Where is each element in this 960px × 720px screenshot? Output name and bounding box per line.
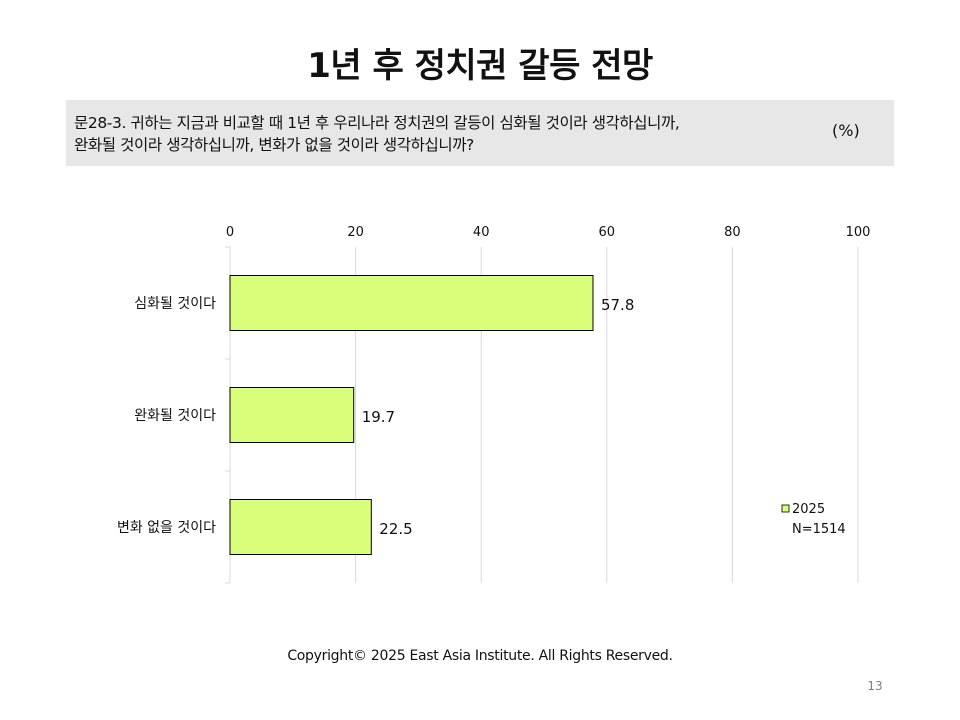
bar <box>229 387 355 443</box>
page-number: 13 <box>867 679 883 693</box>
data-label: 57.8 <box>601 296 634 314</box>
copyright-text: Copyright© 2025 East Asia Institute. All… <box>287 648 673 664</box>
legend-swatch <box>781 504 790 513</box>
x-tick-label: 80 <box>724 225 741 240</box>
x-tick-label: 0 <box>226 225 234 240</box>
legend-note: N=1514 <box>792 522 846 537</box>
question-line-2: 완화될 것이라 생각하십니까, 변화가 없을 것이라 생각하십니까? <box>74 136 474 154</box>
legend-label: 2025 <box>792 502 825 517</box>
category-label: 변화 없을 것이다 <box>117 520 216 536</box>
question-text: 문28-3. 귀하는 지금과 비교할 때 1년 후 우리나라 정치권의 갈등이 … <box>74 112 804 156</box>
x-tick-label: 100 <box>846 225 871 240</box>
unit-label: (%) <box>832 121 860 140</box>
x-tick-label: 40 <box>473 225 490 240</box>
data-label: 22.5 <box>379 520 412 538</box>
category-label: 완화될 것이다 <box>134 408 216 424</box>
question-box: 문28-3. 귀하는 지금과 비교할 때 1년 후 우리나라 정치권의 갈등이 … <box>66 100 894 166</box>
bar <box>229 499 372 555</box>
category-label: 심화될 것이다 <box>134 296 216 312</box>
question-line-1: 문28-3. 귀하는 지금과 비교할 때 1년 후 우리나라 정치권의 갈등이 … <box>74 114 680 132</box>
x-tick-label: 20 <box>347 225 364 240</box>
x-tick-label: 60 <box>599 225 616 240</box>
data-label: 19.7 <box>362 408 395 426</box>
page-title: 1년 후 정치권 갈등 전망 <box>307 46 653 86</box>
bar <box>229 275 594 331</box>
